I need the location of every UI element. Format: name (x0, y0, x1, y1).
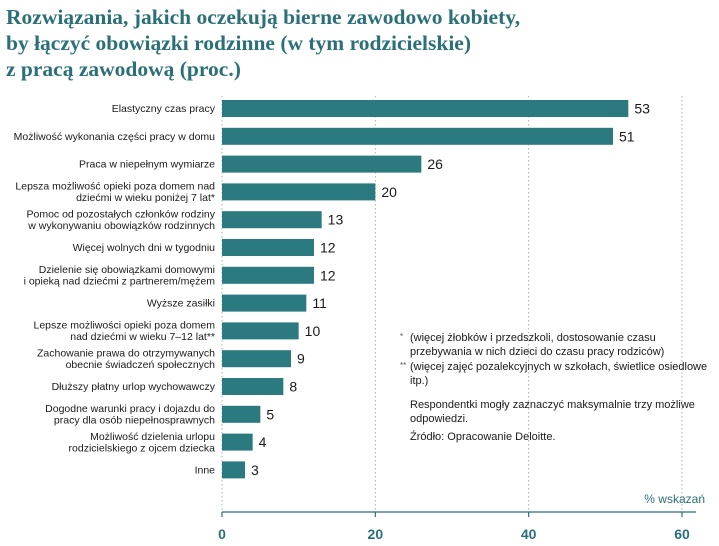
bar (222, 461, 245, 479)
chart-title: Rozwiązania, jakich oczekują bierne zawo… (6, 4, 706, 82)
respondents-note: Respondentki mogły zaznaczyć maksymalnie… (410, 399, 695, 425)
bar (222, 378, 284, 395)
source-note: Źródło: Opracowanie Deloitte. (410, 431, 556, 443)
axis-layer: 0 20 40 60 (218, 511, 696, 542)
value-label: 9 (297, 351, 305, 367)
bar (222, 211, 322, 229)
value-label: 53 (634, 101, 650, 117)
footnote-1-mark: * (400, 332, 404, 341)
category-label: Więcej wolnych dni w tygodniu (73, 242, 216, 254)
category-label: Możliwość dzielenia urlopu rodzicielskieg… (69, 431, 216, 455)
value-label: 51 (619, 128, 635, 144)
chart-title-line: by łączyć obowiązki rodzinne (w tym rodz… (6, 31, 471, 55)
value-label: 12 (320, 267, 336, 283)
category-label: Dogodne warunki pracy i dojazdu do pracy … (45, 403, 215, 427)
footnote-2: ** (więcej zajęć pozalekcyjnych w szkoła… (400, 360, 710, 388)
bar (222, 127, 613, 145)
category-label: Pomoc od pozostałych członków rodziny w w… (26, 208, 215, 232)
category-label: Lepsza możliwość opieki poza domem nad dz… (15, 181, 215, 205)
category-label: Elastyczny czas pracy (112, 103, 216, 115)
bar-layer (222, 100, 629, 479)
bar (222, 239, 314, 256)
x-tick-label: 20 (368, 526, 384, 542)
category-label: Dzielenie się obowiązkami domowymi i opie… (24, 264, 216, 288)
footnote-2-mark: ** (400, 361, 407, 370)
category-label: Inne (195, 464, 216, 476)
value-label: 4 (259, 434, 267, 450)
chart-title-line: Rozwiązania, jakich oczekują bierne zawo… (6, 5, 521, 29)
category-label: Możliwość wykonania części pracy w domu (14, 131, 215, 143)
value-label: 10 (305, 323, 321, 339)
unit-label: % wskazań (644, 492, 705, 506)
value-label: 26 (427, 156, 443, 172)
bar (222, 433, 253, 451)
value-label: 5 (266, 406, 274, 422)
bar (222, 266, 314, 284)
bar (222, 183, 376, 201)
value-label: 20 (381, 184, 397, 200)
value-label: 3 (251, 462, 259, 478)
footnote-1-text: (więcej żłobków i przedszkoli, dostosowa… (410, 332, 665, 358)
value-label: 8 (289, 379, 297, 395)
bar (222, 405, 261, 423)
x-tick-label: 0 (218, 526, 226, 542)
category-label: Dłuższy płatny urlop wychowawczy (52, 381, 216, 393)
category-label: Zachowanie prawa do otrzymywanych obecnie… (37, 347, 215, 371)
chart-title-line: z pracą zawodową (proc.) (6, 57, 241, 81)
value-label: 13 (328, 212, 344, 228)
category-label: Lepsze możliwości opieki poza domem nad d… (34, 320, 216, 344)
bar (222, 294, 307, 312)
x-tick-label: 40 (521, 526, 537, 542)
category-label: Wyższe zasiłki (147, 298, 215, 310)
notes-panel: * (więcej żłobków i przedszkoli, dostoso… (400, 331, 710, 444)
bar (222, 350, 291, 368)
footnote-1: * (więcej żłobków i przedszkoli, dostoso… (400, 331, 710, 359)
footnote-2-text: (więcej zajęć pozalekcyjnych w szkołach,… (410, 361, 708, 387)
x-tick-label: 60 (674, 526, 690, 542)
category-label: Praca w niepełnym wymiarze (79, 159, 215, 171)
bar (222, 155, 422, 173)
value-label: 12 (320, 240, 336, 256)
bar (222, 322, 299, 340)
bar (222, 100, 629, 117)
value-label: 11 (312, 295, 327, 311)
